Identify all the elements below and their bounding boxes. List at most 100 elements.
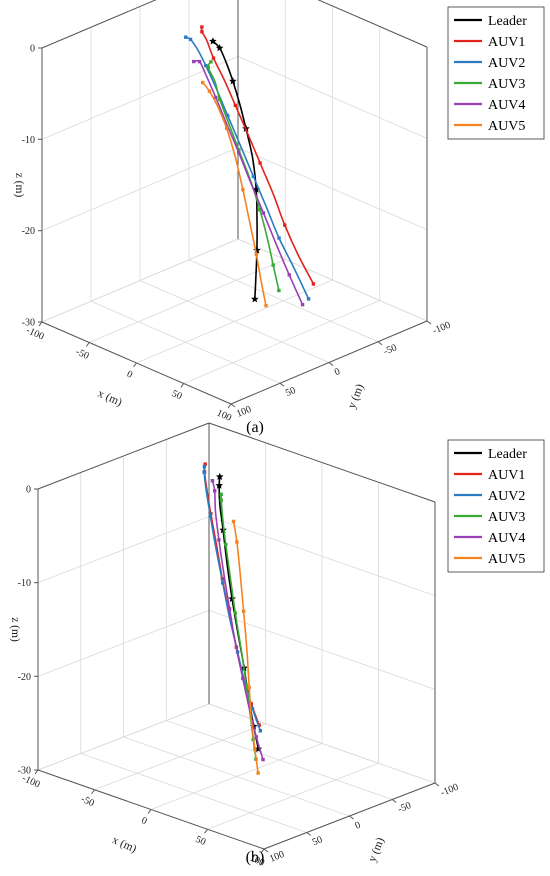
data-point-star xyxy=(228,594,236,602)
x-tick xyxy=(260,848,265,854)
data-point xyxy=(207,89,212,93)
data-point xyxy=(237,148,241,152)
data-point xyxy=(208,513,212,518)
x-tick xyxy=(147,809,152,814)
series-auv5 xyxy=(201,80,268,308)
data-point xyxy=(219,492,223,496)
x-tick xyxy=(34,769,39,775)
series-leader xyxy=(209,37,261,303)
y-tick-label: 50 xyxy=(284,385,297,399)
series-line-auv4 xyxy=(193,59,304,306)
data-point xyxy=(213,489,217,493)
floor-gridline xyxy=(80,753,307,833)
data-point xyxy=(233,611,237,615)
data-point xyxy=(224,126,229,131)
z-axis-label: z (m) xyxy=(13,173,25,198)
data-point xyxy=(204,63,208,68)
data-point xyxy=(218,97,222,101)
gridlines xyxy=(41,0,428,405)
y-tick-label: 50 xyxy=(311,834,324,848)
legend-label-auv4: AUV4 xyxy=(488,98,525,113)
legend-label-auv3: AUV3 xyxy=(488,77,525,92)
data-point xyxy=(202,470,206,474)
data-point xyxy=(217,538,221,542)
y-tick xyxy=(263,848,269,853)
data-point xyxy=(211,56,216,60)
data-point xyxy=(241,187,245,192)
y-tick xyxy=(328,362,334,366)
z-tick-label: -20 xyxy=(18,672,31,683)
series-line-auv2 xyxy=(185,36,310,300)
y-tick-label: 0 xyxy=(354,820,363,832)
data-point-star xyxy=(215,481,223,489)
x-tick-label: -100 xyxy=(20,773,41,791)
z-tick-label: -10 xyxy=(18,578,31,589)
right-wall-gridline xyxy=(237,55,428,139)
y-axis-label: y (m) xyxy=(346,382,367,410)
floor-gridline xyxy=(90,300,281,384)
data-point-star xyxy=(216,472,224,480)
legend-label-auv1: AUV1 xyxy=(488,468,525,483)
data-point xyxy=(261,757,265,762)
z-tick-label: 0 xyxy=(26,485,31,496)
y-tick xyxy=(377,341,383,346)
x-tick xyxy=(204,828,208,834)
data-point xyxy=(244,684,249,689)
data-point xyxy=(203,462,207,466)
gridlines xyxy=(37,422,436,850)
data-point xyxy=(235,540,239,544)
data-point-star xyxy=(251,295,259,303)
data-point xyxy=(219,498,223,502)
legend-label-auv4: AUV4 xyxy=(488,531,525,546)
x-tick-label: -100 xyxy=(24,325,45,343)
left-wall-gridline xyxy=(37,609,210,677)
series-auv3 xyxy=(206,60,281,293)
y-tick-label: -100 xyxy=(439,782,460,799)
y-tick-label: -50 xyxy=(396,800,412,815)
data-point xyxy=(250,706,255,711)
z-tick-label: 0 xyxy=(30,44,35,55)
z-tick-label: -20 xyxy=(22,226,35,237)
left-wall-gridline xyxy=(37,703,210,771)
y-tick-label: 100 xyxy=(235,404,253,420)
x-tick-label: 50 xyxy=(170,388,184,402)
data-point-star xyxy=(253,246,261,254)
data-point xyxy=(200,30,204,34)
legend: Leader AUV1 AUV2 AUV3 AUV4 AUV5 xyxy=(447,6,545,140)
series-line-auv5 xyxy=(202,82,267,306)
series-auv4 xyxy=(192,59,305,307)
legend-box xyxy=(447,6,545,140)
x-tick xyxy=(38,321,43,327)
left-wall-gridline xyxy=(41,238,239,323)
left-wall-gridline xyxy=(37,516,210,584)
x-tick xyxy=(133,362,137,368)
y-tick xyxy=(279,382,285,387)
series-line-auv1 xyxy=(200,26,315,285)
z-axis-label: z (m) xyxy=(9,617,21,642)
data-point xyxy=(253,747,257,751)
data-point xyxy=(233,103,238,108)
data-point xyxy=(202,464,207,469)
data-point xyxy=(277,288,281,293)
legend-label-auv5: AUV5 xyxy=(488,552,525,567)
box-edge xyxy=(41,0,157,49)
data-point xyxy=(261,211,266,215)
series-line-auv5 xyxy=(232,521,259,774)
x-tick xyxy=(227,403,232,409)
data-point xyxy=(277,236,281,240)
data-point xyxy=(283,223,287,227)
data-point xyxy=(287,273,291,277)
y-tick xyxy=(426,320,432,325)
data-point xyxy=(241,676,245,681)
series-line-auv3 xyxy=(207,61,280,291)
x-tick xyxy=(180,383,185,388)
data-point xyxy=(237,150,241,155)
data-point xyxy=(210,479,215,483)
y-tick xyxy=(391,799,397,803)
left-wall-gridline xyxy=(41,147,239,232)
data-point xyxy=(201,80,205,85)
legend-label-auv1: AUV1 xyxy=(488,35,525,50)
box-edge xyxy=(317,0,428,48)
